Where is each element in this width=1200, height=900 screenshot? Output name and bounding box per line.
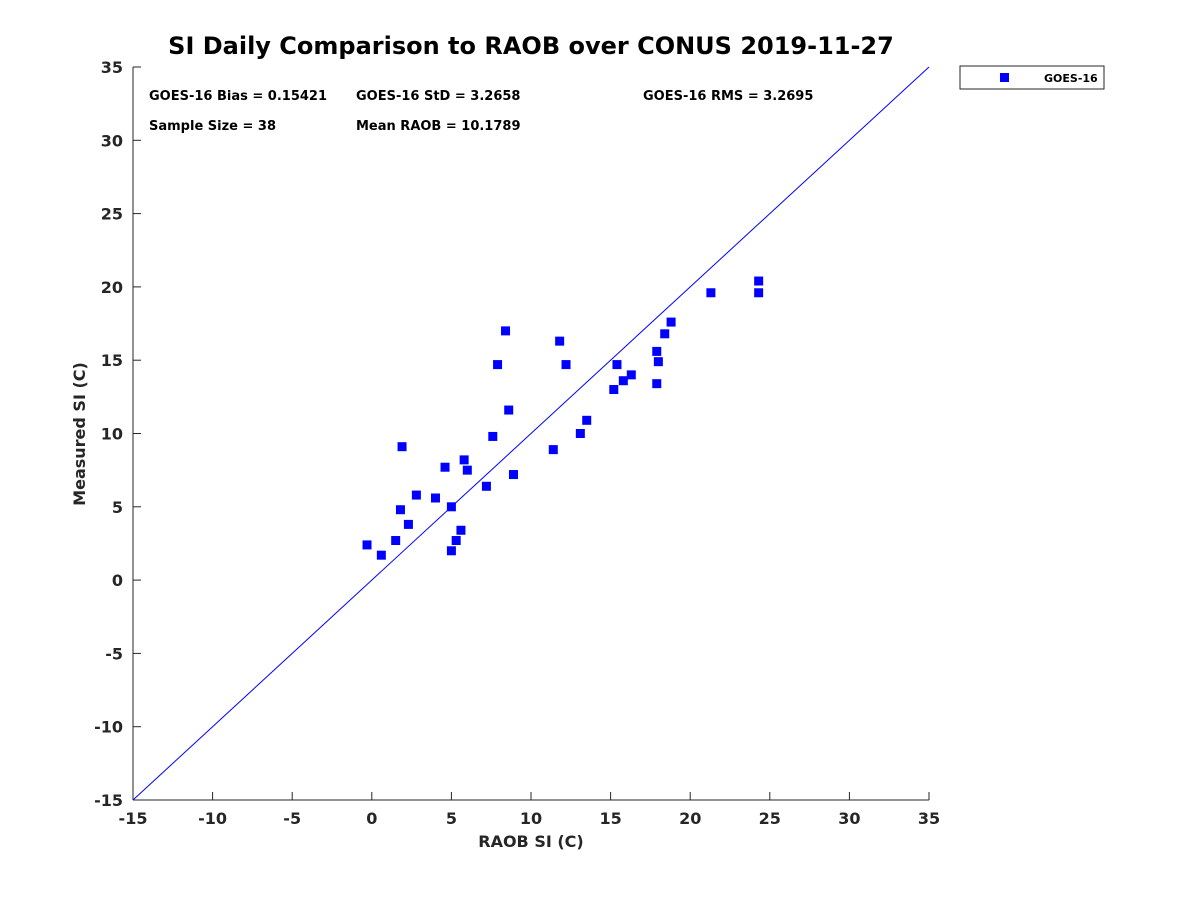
data-point bbox=[451, 536, 461, 546]
data-point bbox=[446, 502, 456, 512]
data-point bbox=[555, 336, 565, 346]
y-ticks: -15 -10 -5 0 5 10 15 20 25 30 35 bbox=[94, 58, 141, 810]
data-point bbox=[508, 470, 518, 480]
legend: GOES-16 bbox=[959, 65, 1105, 90]
stat-sample-size: Sample Size = 38 bbox=[149, 119, 276, 134]
legend-box bbox=[959, 65, 1105, 90]
x-axis-label: RAOB SI (C) bbox=[478, 832, 583, 851]
x-tick-label: -15 bbox=[119, 809, 148, 828]
y-tick-label: 35 bbox=[101, 58, 123, 77]
x-tick-label: 5 bbox=[446, 809, 457, 828]
statistics-annotations: GOES-16 Bias = 0.15421 GOES-16 StD = 3.2… bbox=[149, 89, 813, 134]
data-point bbox=[754, 288, 764, 298]
chart-title: SI Daily Comparison to RAOB over CONUS 2… bbox=[168, 32, 894, 60]
data-point bbox=[660, 329, 670, 339]
data-point bbox=[653, 357, 663, 367]
y-tick-label: 10 bbox=[101, 425, 123, 444]
x-tick-label: 10 bbox=[520, 809, 542, 828]
y-tick-label: -15 bbox=[94, 791, 123, 810]
x-ticks: -15 -10 -5 0 5 10 15 20 25 30 35 bbox=[119, 792, 940, 828]
data-point bbox=[561, 360, 571, 370]
one-to-one-line bbox=[132, 66, 930, 801]
data-point bbox=[582, 415, 592, 425]
data-point bbox=[504, 405, 514, 415]
x-tick-label: 20 bbox=[679, 809, 701, 828]
data-point bbox=[575, 429, 585, 438]
y-tick-label: 20 bbox=[101, 278, 123, 297]
data-point bbox=[446, 546, 456, 556]
data-point bbox=[430, 493, 440, 503]
data-points bbox=[362, 276, 764, 560]
data-point bbox=[548, 445, 558, 455]
legend-marker bbox=[1000, 73, 1009, 82]
x-tick-label: 15 bbox=[599, 809, 621, 828]
data-point bbox=[493, 360, 503, 370]
data-point bbox=[501, 326, 511, 336]
y-tick-label: 25 bbox=[101, 205, 123, 224]
data-point bbox=[609, 385, 619, 395]
data-point bbox=[652, 379, 662, 389]
x-tick-label: 35 bbox=[918, 809, 940, 828]
data-point bbox=[397, 442, 407, 452]
data-point bbox=[754, 276, 764, 286]
data-point bbox=[462, 465, 472, 475]
data-point bbox=[362, 540, 372, 550]
stat-std: GOES-16 StD = 3.2658 bbox=[356, 89, 520, 104]
data-point bbox=[481, 481, 491, 491]
data-point bbox=[459, 455, 469, 465]
data-point bbox=[618, 376, 628, 386]
data-point bbox=[612, 360, 622, 370]
stat-bias: GOES-16 Bias = 0.15421 bbox=[149, 89, 327, 104]
y-tick-label: 15 bbox=[101, 351, 123, 370]
data-point bbox=[706, 288, 716, 298]
x-tick-label: 25 bbox=[759, 809, 781, 828]
data-point bbox=[395, 505, 405, 515]
stat-mean-raob: Mean RAOB = 10.1789 bbox=[356, 119, 521, 134]
y-tick-label: 30 bbox=[101, 131, 123, 150]
data-point bbox=[456, 525, 466, 535]
y-tick-label: -5 bbox=[105, 644, 123, 663]
data-point bbox=[666, 317, 676, 327]
y-tick-label: -10 bbox=[94, 718, 123, 737]
x-tick-label: -5 bbox=[283, 809, 301, 828]
data-point bbox=[626, 370, 636, 380]
data-point bbox=[403, 519, 413, 529]
data-point bbox=[440, 462, 450, 472]
data-point bbox=[411, 490, 421, 500]
y-tick-label: 5 bbox=[112, 498, 123, 517]
data-point bbox=[652, 346, 662, 356]
x-tick-label: -10 bbox=[198, 809, 227, 828]
data-point bbox=[391, 536, 401, 546]
y-tick-label: 0 bbox=[112, 571, 123, 590]
x-tick-label: 0 bbox=[366, 809, 377, 828]
y-axis-label: Measured SI (C) bbox=[70, 362, 89, 506]
x-tick-label: 30 bbox=[838, 809, 860, 828]
legend-label: GOES-16 bbox=[1044, 72, 1098, 85]
data-point bbox=[376, 550, 386, 560]
data-point bbox=[488, 431, 498, 441]
stat-rms: GOES-16 RMS = 3.2695 bbox=[643, 89, 813, 104]
